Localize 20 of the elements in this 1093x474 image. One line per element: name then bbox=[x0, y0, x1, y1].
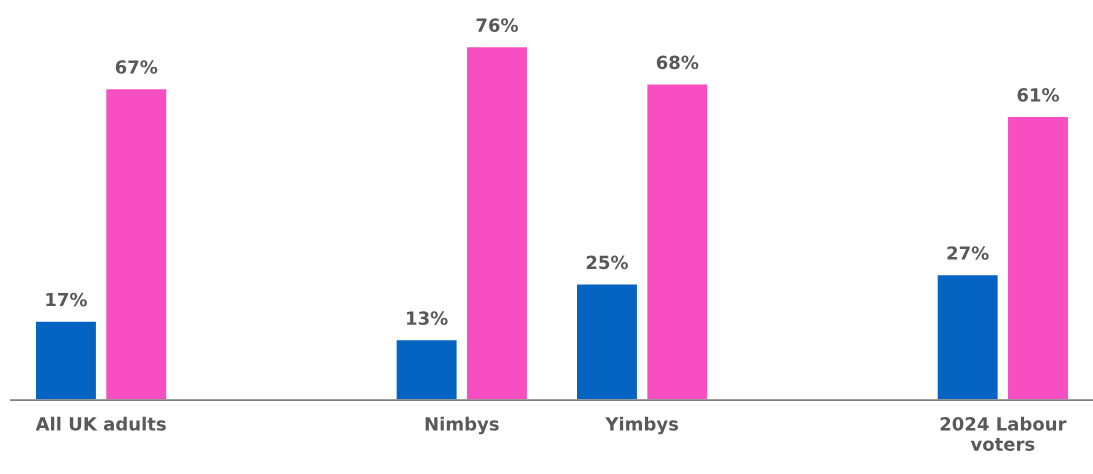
bar bbox=[34, 320, 98, 401]
data-label: 27% bbox=[947, 246, 989, 260]
bar bbox=[936, 273, 1000, 401]
data-label: 61% bbox=[1017, 88, 1060, 102]
x-tick-label: 2024 Labour voters bbox=[940, 416, 1067, 451]
data-label: 13% bbox=[407, 311, 448, 325]
data-label: 68% bbox=[656, 55, 699, 70]
data-label: 76% bbox=[476, 18, 518, 32]
x-tick-label: Yimbys bbox=[605, 416, 679, 435]
bar bbox=[395, 338, 458, 401]
bar bbox=[575, 283, 639, 401]
data-label: 17% bbox=[46, 292, 87, 307]
bar bbox=[465, 45, 529, 401]
bar bbox=[645, 83, 709, 401]
bar bbox=[1006, 115, 1070, 401]
x-tick-label: All UK adults bbox=[35, 416, 166, 431]
data-label: 25% bbox=[586, 255, 628, 270]
x-tick-label: Nimbys bbox=[425, 416, 499, 435]
bar bbox=[104, 87, 168, 401]
data-label: 67% bbox=[115, 60, 158, 74]
